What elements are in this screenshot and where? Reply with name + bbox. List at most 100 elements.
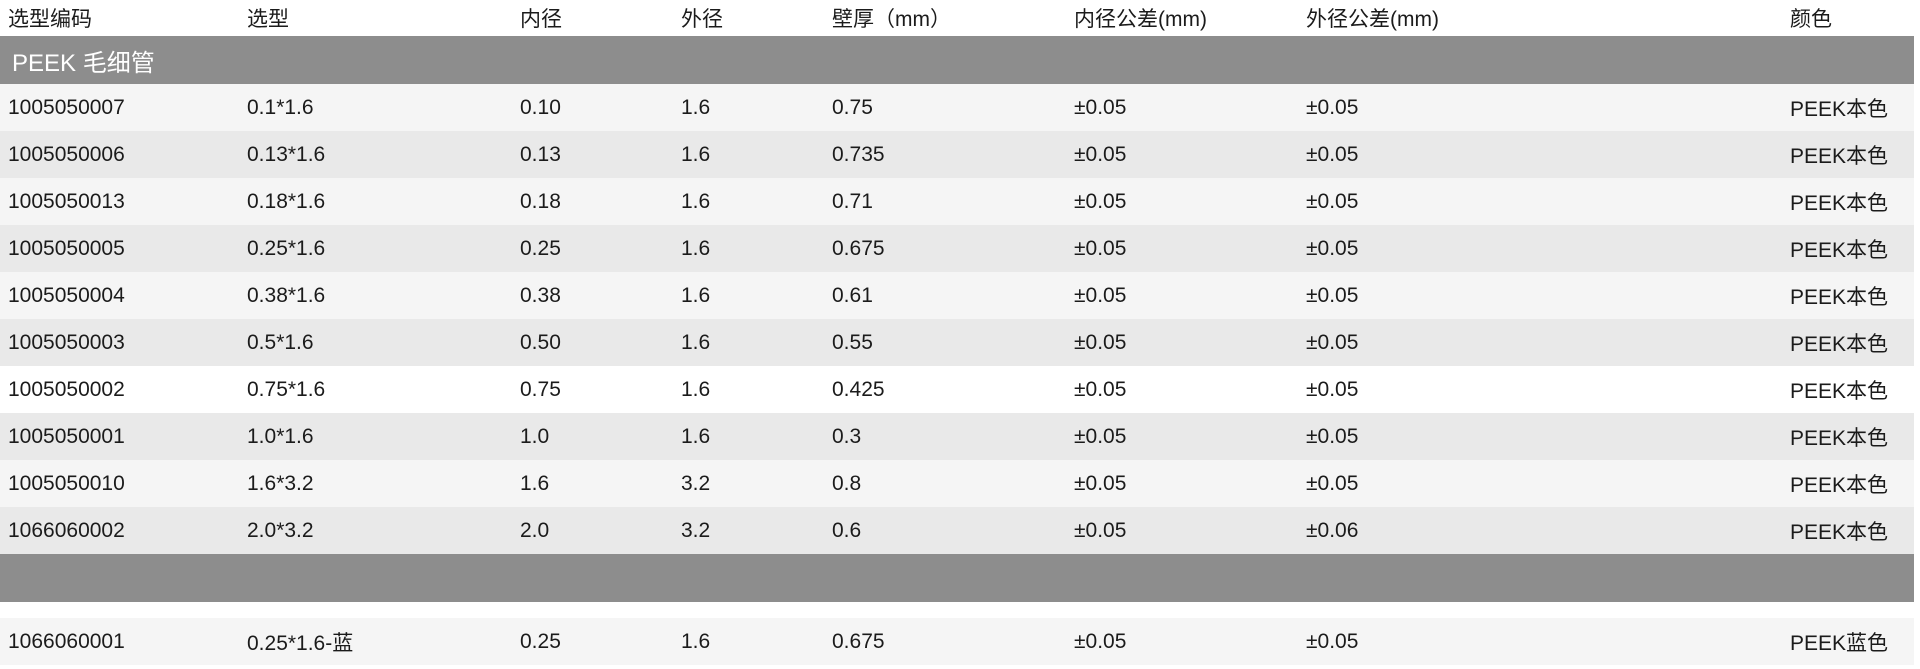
cell-color: PEEK本色 [1790,520,1889,544]
cell-color: PEEK本色 [1790,473,1889,497]
cell-id: 1.0 [520,424,550,448]
table-row: 1005050006 0.13*1.6 0.13 1.6 0.735 ±0.05 ±0.05… [0,131,1914,178]
cell-id-tol: ±0.05 [1074,518,1127,542]
table-section: 1066060001 0.25*1.6-蓝 0.25 1.6 0.675 ±0.05 ±0.… [0,554,1914,665]
cell-code: 1005050001 [8,424,125,448]
cell-code: 1005050006 [8,142,125,166]
cell-od: 1.6 [681,377,711,401]
cell-od-tol: ±0.05 [1306,189,1359,213]
cell-code: 1005050005 [8,236,125,260]
cell-od: 3.2 [681,518,711,542]
section-title: PEEK 毛细管 [12,49,155,77]
cell-id-tol: ±0.05 [1074,330,1127,354]
cell-wall: 0.55 [832,330,873,354]
cell-od-tol: ±0.05 [1306,424,1359,448]
cell-wall: 0.675 [832,236,885,260]
cell-od-tol: ±0.06 [1306,518,1359,542]
cell-id: 0.13 [520,142,561,166]
cell-color: PEEK蓝色 [1790,631,1889,655]
cell-id-tol: ±0.05 [1074,424,1127,448]
cell-od: 1.6 [681,189,711,213]
cell-code: 1005050010 [8,471,125,495]
cell-id-tol: ±0.05 [1074,189,1127,213]
column-header-od-tol: 外径公差(mm) [1306,8,1439,31]
cell-color: PEEK本色 [1790,379,1889,403]
cell-code: 1005050007 [8,95,125,119]
cell-wall: 0.71 [832,189,873,213]
cell-model: 2.0*3.2 [247,518,314,542]
cell-code: 1005050004 [8,283,125,307]
table-row: 1005050003 0.5*1.6 0.50 1.6 0.55 ±0.05 ±0.05 PE… [0,319,1914,366]
table-body: PEEK 毛细管 1005050007 0.1*1.6 0.10 1.6 0.75 ±0.0… [0,36,1914,665]
cell-color: PEEK本色 [1790,426,1889,450]
cell-id-tol: ±0.05 [1074,377,1127,401]
cell-id-tol: ±0.05 [1074,283,1127,307]
cell-code: 1005050003 [8,330,125,354]
cell-wall: 0.8 [832,471,862,495]
column-header-id-tol: 内径公差(mm) [1074,8,1207,31]
cell-wall: 0.75 [832,95,873,119]
table-row: 1005050001 1.0*1.6 1.0 1.6 0.3 ±0.05 ±0.05 PEEK… [0,413,1914,460]
cell-color: PEEK本色 [1790,191,1889,215]
cell-code: 1005050013 [8,189,125,213]
cell-od: 1.6 [681,142,711,166]
cell-id: 0.50 [520,330,561,354]
column-header-id: 内径 [520,8,562,31]
cell-model: 0.75*1.6 [247,377,326,401]
cell-od-tol: ±0.05 [1306,471,1359,495]
table-row: 1066060002 2.0*3.2 2.0 3.2 0.6 ±0.05 ±0.06 PEEK… [0,507,1914,554]
cell-wall: 0.735 [832,142,885,166]
table-row: 1005050005 0.25*1.6 0.25 1.6 0.675 ±0.05 ±0.05… [0,225,1914,272]
cell-id: 2.0 [520,518,550,542]
table-row: 1005050002 0.75*1.6 0.75 1.6 0.425 ±0.05 ±0.05… [0,366,1914,413]
cell-wall: 0.675 [832,629,885,653]
section-band [0,554,1914,602]
cell-wall: 0.6 [832,518,862,542]
cell-color: PEEK本色 [1790,97,1889,121]
cell-color: PEEK本色 [1790,238,1889,262]
column-header-wall: 壁厚（mm） [832,8,951,31]
section-band: PEEK 毛细管 [0,36,1914,84]
cell-color: PEEK本色 [1790,285,1889,309]
table-row: 1005050013 0.18*1.6 0.18 1.6 0.71 ±0.05 ±0.05 P… [0,178,1914,225]
cell-od-tol: ±0.05 [1306,283,1359,307]
cell-od-tol: ±0.05 [1306,142,1359,166]
table-header-row: 选型编码 选型 内径 外径 壁厚（mm） 内径公差(mm) 外径公差(mm) 颜… [0,0,1914,36]
cell-model: 0.13*1.6 [247,142,326,166]
cell-code: 1005050002 [8,377,125,401]
cell-od-tol: ±0.05 [1306,95,1359,119]
cell-code: 1066060001 [8,629,125,653]
cell-id-tol: ±0.05 [1074,629,1127,653]
cell-model: 0.25*1.6-蓝 [247,631,354,655]
cell-id-tol: ±0.05 [1074,142,1127,166]
column-header-code: 选型编码 [8,8,92,31]
cell-id: 0.75 [520,377,561,401]
cell-od-tol: ±0.05 [1306,629,1359,653]
column-header-color: 颜色 [1790,8,1832,31]
cell-wall: 0.425 [832,377,885,401]
cell-model: 0.5*1.6 [247,330,314,354]
cell-model: 0.18*1.6 [247,189,326,213]
cell-od: 1.6 [681,330,711,354]
cell-wall: 0.3 [832,424,862,448]
cell-id: 0.38 [520,283,561,307]
cell-od-tol: ±0.05 [1306,377,1359,401]
cell-od: 1.6 [681,95,711,119]
cell-model: 1.6*3.2 [247,471,314,495]
cell-od-tol: ±0.05 [1306,330,1359,354]
table-section: PEEK 毛细管 1005050007 0.1*1.6 0.10 1.6 0.75 ±0.0… [0,36,1914,554]
table-row: 1066060001 0.25*1.6-蓝 0.25 1.6 0.675 ±0.05 ±0.… [0,618,1914,665]
cell-od: 1.6 [681,283,711,307]
cell-id: 0.25 [520,236,561,260]
cell-id: 0.25 [520,629,561,653]
cell-od: 3.2 [681,471,711,495]
cell-od: 1.6 [681,236,711,260]
cell-od: 1.6 [681,424,711,448]
cell-od-tol: ±0.05 [1306,236,1359,260]
cell-model: 0.1*1.6 [247,95,314,119]
cell-od: 1.6 [681,629,711,653]
cell-id-tol: ±0.05 [1074,236,1127,260]
cell-id: 0.18 [520,189,561,213]
cell-color: PEEK本色 [1790,144,1889,168]
